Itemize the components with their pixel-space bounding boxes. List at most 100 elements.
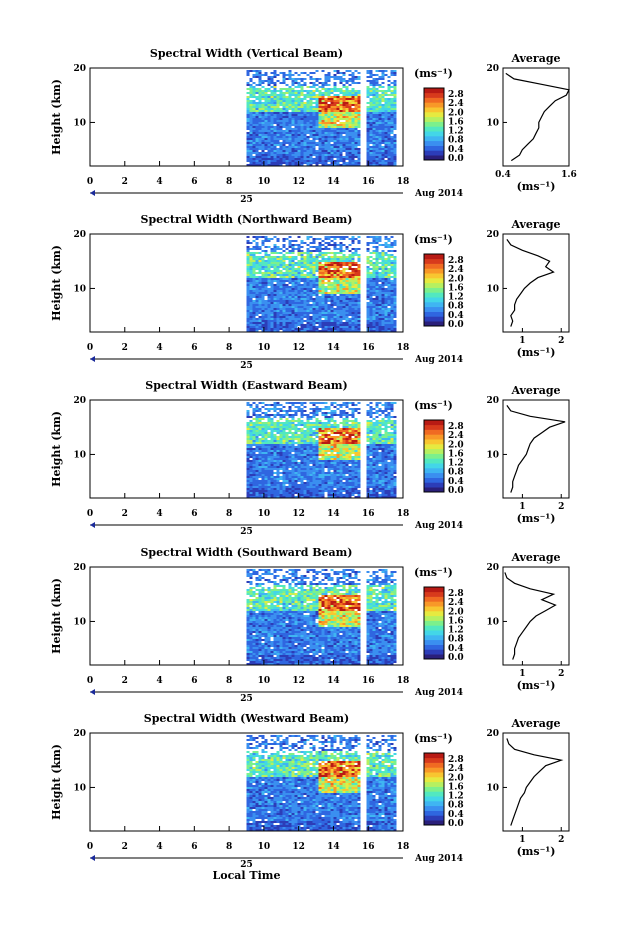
heatmap-cell <box>259 418 262 420</box>
heatmap-cell <box>277 280 280 282</box>
heatmap-cell <box>253 280 256 282</box>
heatmap-cell <box>283 124 286 126</box>
heatmap-cell <box>349 134 352 136</box>
heatmap-cell <box>385 300 388 302</box>
day-label: 25 <box>240 195 253 205</box>
heatmap-cell <box>391 236 394 238</box>
heatmap-cell <box>373 92 376 94</box>
heatmap-cell <box>271 122 274 124</box>
heatmap-cell <box>334 294 337 296</box>
colorbar-segment <box>424 292 444 297</box>
heatmap-cell <box>373 236 376 238</box>
heatmap-cell <box>307 250 310 252</box>
heatmap-cell <box>310 294 313 296</box>
heatmap-cell <box>298 450 301 452</box>
heatmap-cell <box>295 96 298 98</box>
heatmap-cell <box>385 260 388 262</box>
heatmap-cell <box>256 244 259 246</box>
heatmap-cell <box>313 82 316 84</box>
heatmap-cell <box>328 264 331 266</box>
heatmap-cell <box>331 300 334 302</box>
heatmap-cell <box>394 250 397 252</box>
heatmap-cell <box>337 270 340 272</box>
heatmap-cell <box>286 256 289 258</box>
heatmap-cell <box>295 488 298 490</box>
heatmap-cell <box>355 70 358 72</box>
heatmap-cell <box>349 314 352 316</box>
heatmap-cell <box>358 126 361 128</box>
heatmap-cell <box>352 326 355 328</box>
heatmap-cell <box>292 244 295 246</box>
heatmap-cell <box>247 128 250 130</box>
heatmap-cell <box>277 456 280 458</box>
heatmap-cell <box>328 72 331 74</box>
heatmap-cell <box>259 94 262 96</box>
heatmap-cell <box>319 126 322 128</box>
heatmap-cell <box>337 284 340 286</box>
heatmap-cell <box>274 460 277 462</box>
heatmap-cell <box>328 134 331 136</box>
heatmap-cell <box>250 144 253 146</box>
heatmap-cell <box>268 310 271 312</box>
heatmap-cell <box>295 448 298 450</box>
heatmap-cell <box>316 162 319 164</box>
heatmap-cell <box>301 286 304 288</box>
heatmap-cell <box>274 112 277 114</box>
heatmap-cell <box>325 116 328 118</box>
heatmap-cell <box>301 262 304 264</box>
heatmap-cell <box>259 292 262 294</box>
heatmap-cell <box>274 292 277 294</box>
heatmap-cell <box>307 260 310 262</box>
heatmap-cell <box>325 308 328 310</box>
heatmap-cell <box>310 252 313 254</box>
heatmap-cell <box>250 248 253 250</box>
heatmap-cell <box>307 308 310 310</box>
heatmap-cell <box>256 130 259 132</box>
heatmap-cell <box>343 158 346 160</box>
heatmap-cell <box>370 296 373 298</box>
heatmap-cell <box>247 148 250 150</box>
heatmap-cell <box>313 136 316 138</box>
heatmap-cell <box>325 88 328 90</box>
heatmap-cell <box>253 448 256 450</box>
heatmap-cell <box>259 270 262 272</box>
heatmap-cell <box>346 98 349 100</box>
heatmap-cell <box>334 74 337 76</box>
heatmap-cell <box>316 260 319 262</box>
heatmap-cell <box>286 490 289 492</box>
heatmap-cell <box>286 450 289 452</box>
heatmap-cell <box>250 286 253 288</box>
heatmap-cell <box>265 126 268 128</box>
heatmap-cell <box>250 100 253 102</box>
heatmap-cell <box>325 138 328 140</box>
heatmap-cell <box>376 104 379 106</box>
heatmap-cell <box>271 152 274 154</box>
heatmap-cell <box>265 468 268 470</box>
heatmap-cell <box>289 262 292 264</box>
heatmap-cell <box>280 452 283 454</box>
heatmap-cell <box>265 98 268 100</box>
heatmap-cell <box>247 480 250 482</box>
heatmap-cell <box>322 94 325 96</box>
heatmap-cell <box>310 128 313 130</box>
heatmap-cell <box>265 416 268 418</box>
heatmap-cell <box>250 432 253 434</box>
heatmap-cell <box>250 322 253 324</box>
heatmap-cell <box>253 318 256 320</box>
heatmap-cell <box>262 442 265 444</box>
heatmap-cell <box>256 450 259 452</box>
heatmap-cell <box>394 88 397 90</box>
heatmap-cell <box>385 128 388 130</box>
heatmap-cell <box>334 292 337 294</box>
heatmap-cell <box>394 258 397 260</box>
heatmap-cell <box>286 96 289 98</box>
heatmap-cell <box>298 262 301 264</box>
heatmap-cell <box>382 288 385 290</box>
heatmap-cell <box>388 328 391 330</box>
heatmap-cell <box>274 288 277 290</box>
heatmap-cell <box>382 114 385 116</box>
heatmap-cell <box>250 102 253 104</box>
heatmap-cell <box>391 312 394 314</box>
heatmap-cell <box>265 326 268 328</box>
heatmap-cell <box>280 136 283 138</box>
